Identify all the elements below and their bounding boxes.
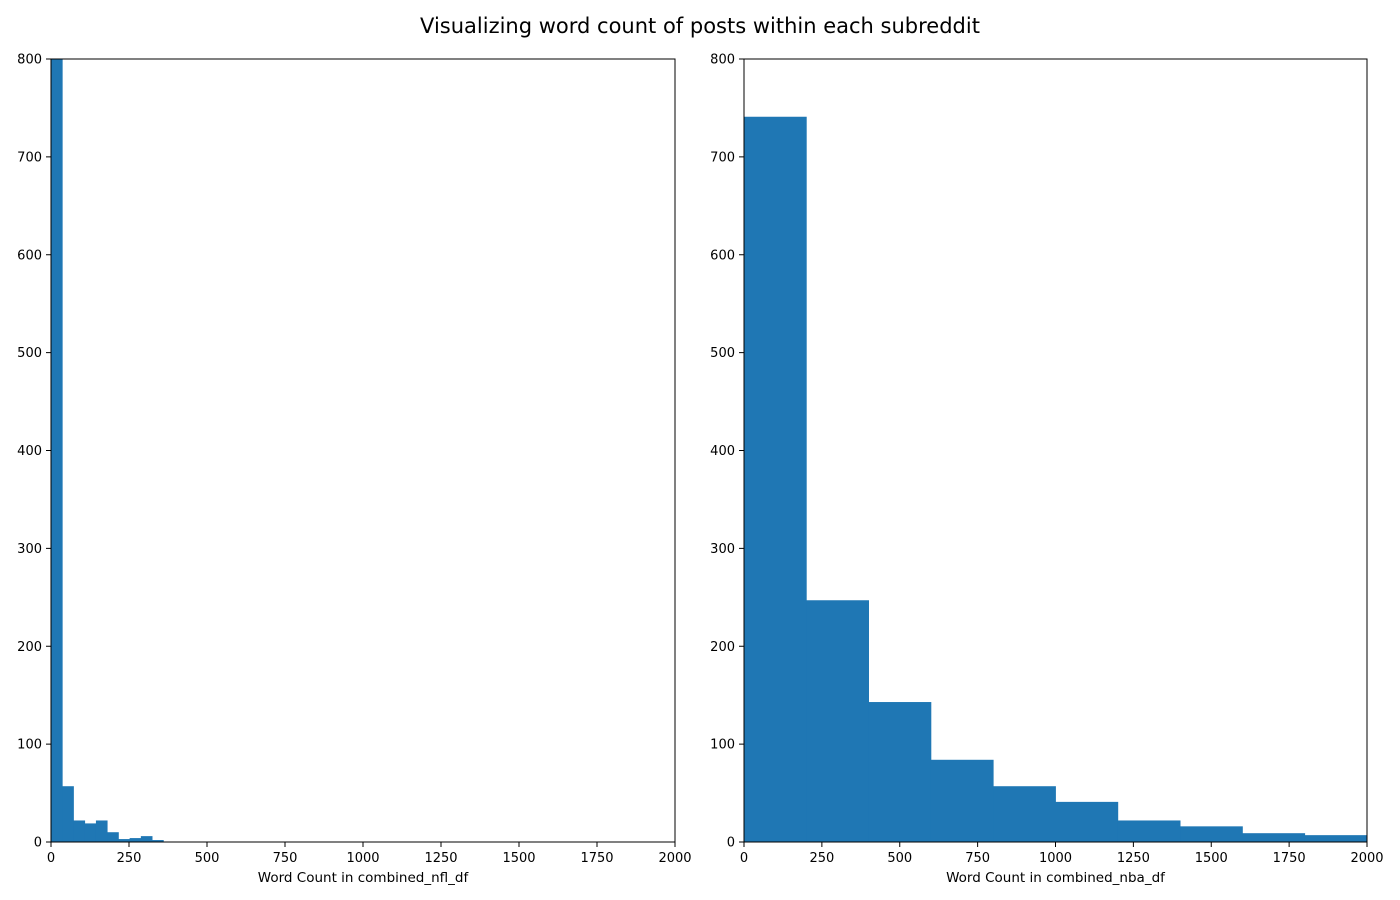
nba-x-axis-label: Word Count in combined_nba_df: [946, 870, 1166, 886]
figure-title: Visualizing word count of posts within e…: [420, 14, 980, 38]
nfl-plot-frame: [50, 58, 676, 843]
nba-bar-4: [993, 786, 1056, 842]
nfl-y-tick-label: 400: [17, 444, 42, 459]
nba-x-tick-label: 500: [887, 851, 912, 866]
nfl-x-tick-label: 1500: [502, 851, 535, 866]
nba-bar-6: [1117, 820, 1181, 842]
nfl-bar-0: [51, 59, 63, 842]
nba-x-tick-label: 250: [809, 851, 834, 866]
nba-y-tick-label: 800: [710, 53, 735, 68]
nba-y-tick-label: 500: [710, 346, 735, 361]
nfl-bar-6: [118, 839, 131, 842]
nfl-y-tick-label: 600: [17, 248, 42, 263]
nfl-bar-3: [84, 823, 97, 842]
nba-bar-9: [1304, 835, 1368, 842]
nba-y-tick-label: 0: [727, 836, 735, 851]
nba-y-tick-label: 100: [710, 738, 735, 753]
nfl-bar-4: [95, 820, 108, 842]
nba-x-tick-label: 1000: [1039, 851, 1072, 866]
nfl-x-tick-label: 1750: [580, 851, 613, 866]
nfl-x-tick-label: 1250: [424, 851, 457, 866]
nfl-x-axis-label: Word Count in combined_nfl_df: [258, 870, 470, 886]
nfl-bar-9: [152, 840, 164, 842]
nba-bar-1: [806, 600, 869, 842]
nfl-x-tick-label: 1000: [346, 851, 379, 866]
nfl-y-tick-label: 0: [34, 836, 42, 851]
nba-bar-7: [1180, 826, 1243, 842]
nba-bar-0: [744, 116, 807, 843]
nba-y-tick-label: 200: [710, 640, 735, 655]
nfl-bar-8: [140, 836, 153, 842]
nfl-bar-5: [107, 832, 119, 842]
nba-bar-5: [1055, 801, 1119, 842]
nfl-x-tick-label: 500: [195, 851, 220, 866]
nfl-y-tick-label: 100: [17, 738, 42, 753]
nfl-x-tick-label: 250: [117, 851, 142, 866]
nba-bar-2: [868, 702, 932, 842]
nfl-x-tick-label: 0: [47, 851, 55, 866]
nba-x-tick-label: 1250: [1117, 851, 1150, 866]
nfl-y-tick-label: 500: [17, 346, 42, 361]
nba-y-tick-label: 700: [710, 150, 735, 165]
nfl-y-tick-label: 300: [17, 542, 42, 557]
nfl-bar-1: [62, 786, 74, 842]
nba-bar-3: [930, 759, 994, 842]
nba-x-tick-label: 750: [965, 851, 990, 866]
nba-y-tick-label: 400: [710, 444, 735, 459]
nfl-x-tick-label: 750: [273, 851, 298, 866]
nfl-bar-7: [129, 838, 142, 842]
nfl-y-tick-label: 800: [17, 53, 42, 68]
nba-x-tick-label: 1750: [1273, 851, 1306, 866]
nfl-bar-2: [73, 820, 86, 842]
nba-y-tick-label: 600: [710, 248, 735, 263]
nfl-y-tick-label: 200: [17, 640, 42, 655]
nba-x-tick-label: 0: [740, 851, 748, 866]
nba-x-tick-label: 1500: [1195, 851, 1228, 866]
histogram-nba-panel: 0 250 500 750 1000 1250 1500 1750 2000 0 100 200 300…: [710, 53, 1383, 887]
nba-y-tick-label: 300: [710, 542, 735, 557]
nfl-x-tick-label: 2000: [658, 851, 691, 866]
nfl-y-tick-label: 700: [17, 150, 42, 165]
nba-x-tick-label: 2000: [1350, 851, 1383, 866]
histogram-nfl-panel: 0 250 500 750 1000 1250 1500 1750 2000 0 100 200 300…: [17, 53, 691, 887]
nba-bar-8: [1242, 833, 1306, 842]
